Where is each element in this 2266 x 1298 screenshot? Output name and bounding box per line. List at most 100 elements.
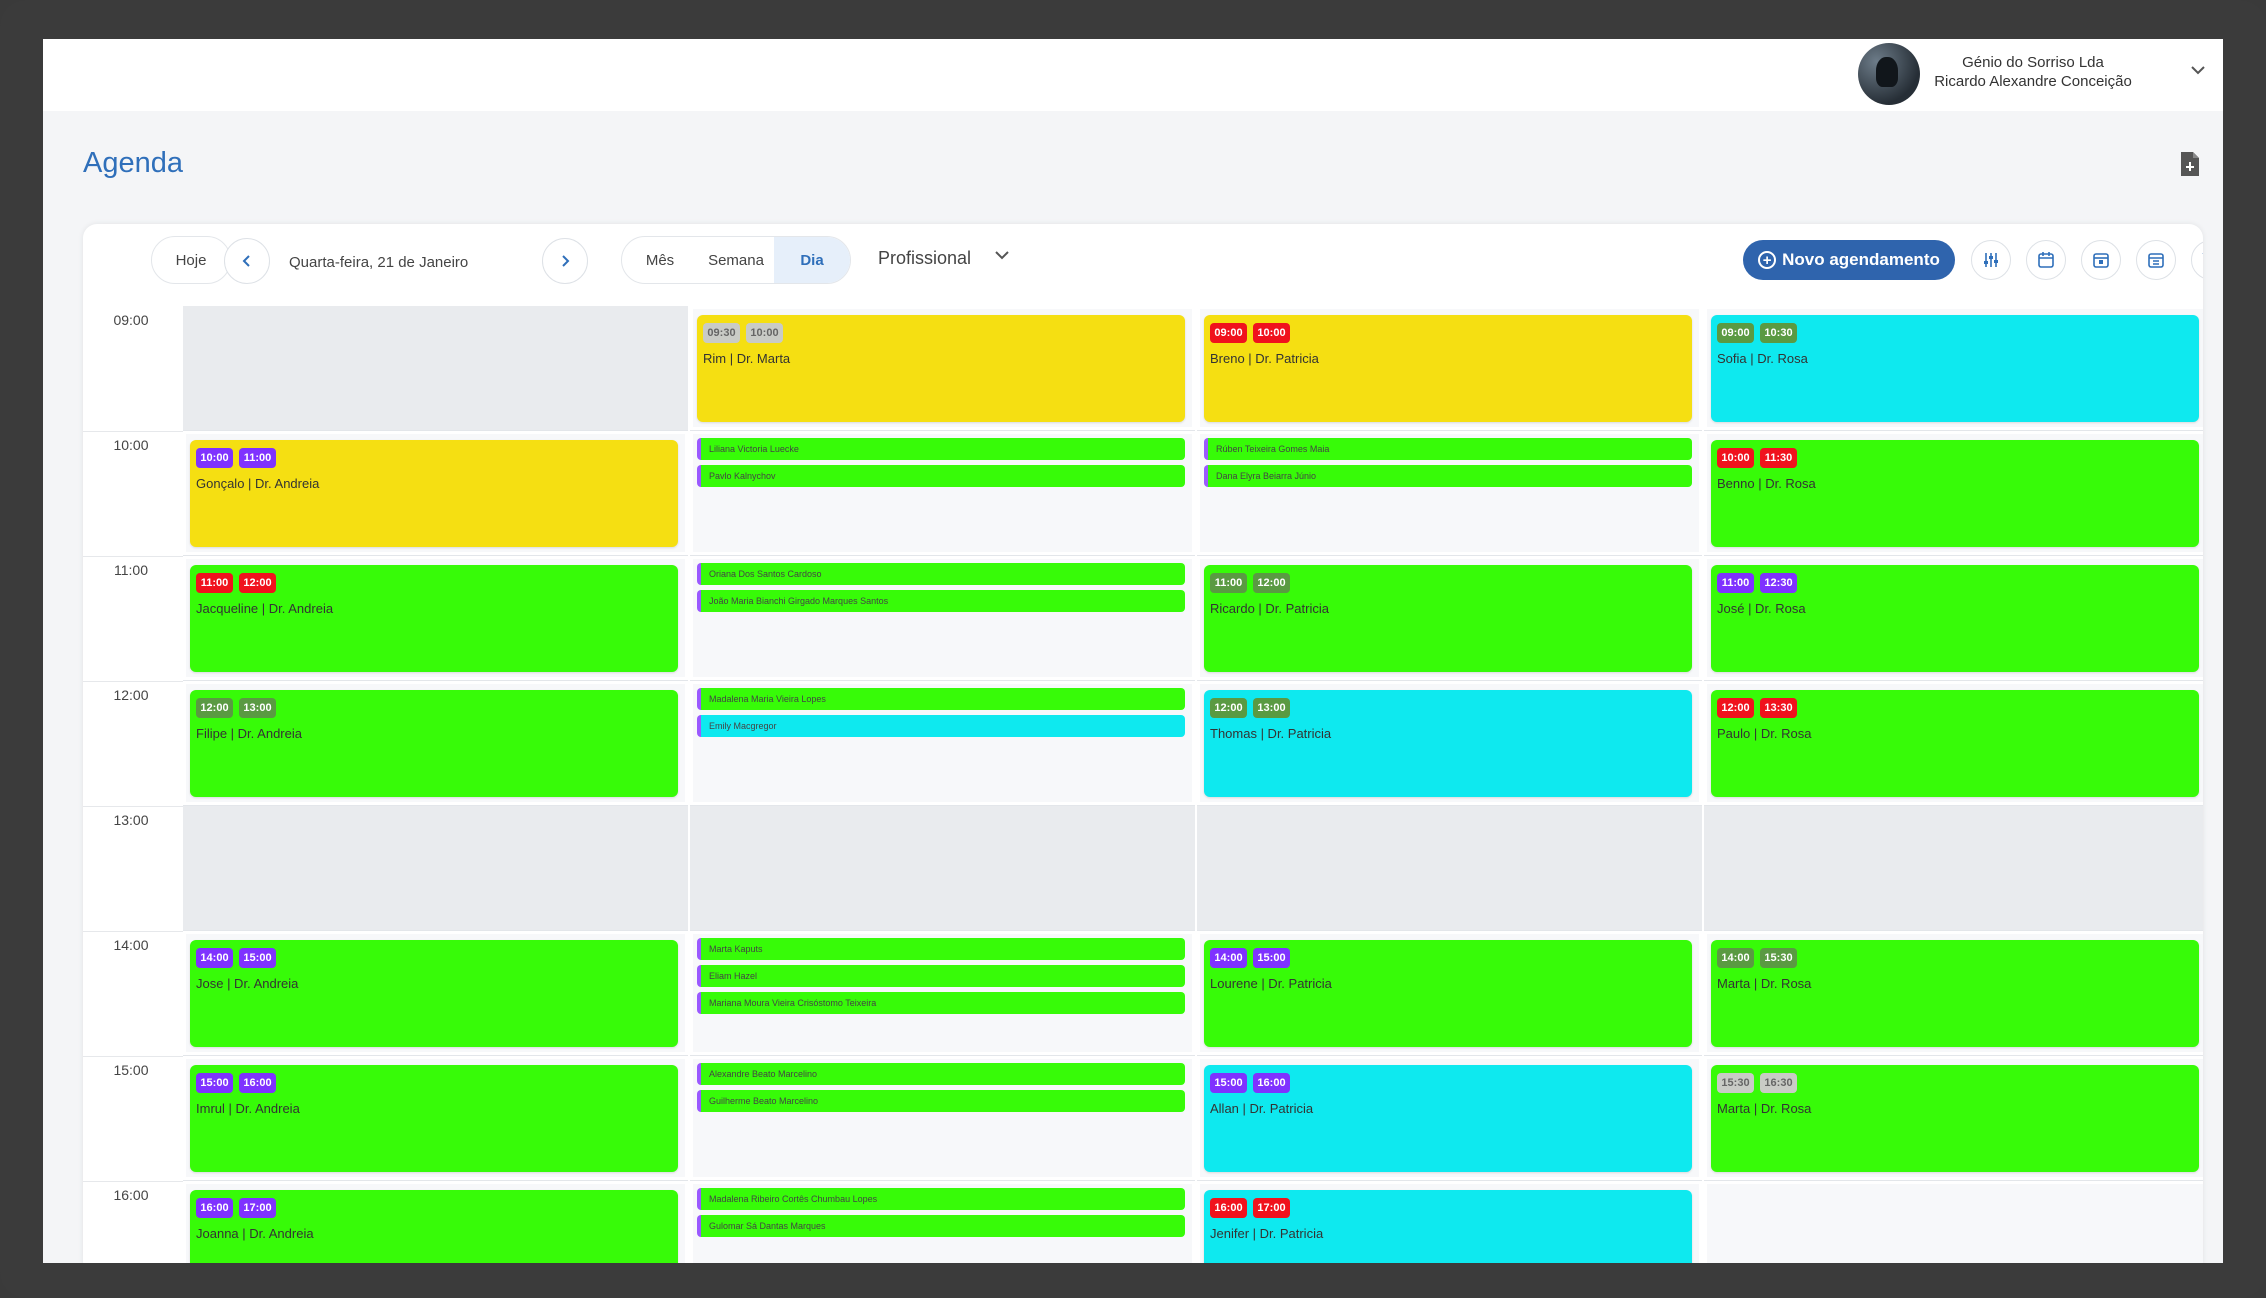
settings-sliders-button[interactable] (1971, 240, 2011, 280)
today-button[interactable]: Hoje (151, 236, 231, 284)
next-day-button[interactable] (542, 238, 588, 284)
appointment-mini-item[interactable]: João Maria Bianchi Girgado Marques Santo… (697, 590, 1185, 612)
appointment-mini-item[interactable]: Madalena Maria Vieira Lopes (697, 688, 1185, 710)
appointment-card[interactable]: 16:00 17:00 Joanna | Dr. Andreia (190, 1190, 678, 1263)
time-slot[interactable]: 11:00 12:30 José | Dr. Rosa (1704, 556, 2203, 681)
time-slot[interactable]: 09:00 10:30 Sofia | Dr. Rosa (1704, 306, 2203, 431)
appointment-card[interactable]: 11:00 12:00 Jacqueline | Dr. Andreia (190, 565, 678, 672)
time-slot[interactable]: 16:00 17:00 Jenifer | Dr. Patricia (1197, 1181, 1702, 1263)
time-slot[interactable]: 14:00 15:30 Marta | Dr. Rosa (1704, 931, 2203, 1056)
time-slot[interactable] (1704, 1181, 2203, 1263)
avatar[interactable] (1858, 43, 1920, 105)
appointment-card[interactable]: 12:00 13:00 Filipe | Dr. Andreia (190, 690, 678, 797)
appointment-mini-item[interactable]: Emily Macgregor (697, 715, 1185, 737)
time-slot[interactable]: Oriana Dos Santos Cardoso João Maria Bian… (690, 556, 1195, 681)
start-time-badge: 12:00 (1210, 698, 1247, 718)
end-time-badge: 10:00 (1253, 323, 1290, 343)
time-slot[interactable]: 15:30 16:30 Marta | Dr. Rosa (1704, 1056, 2203, 1181)
chevron-down-icon[interactable] (993, 246, 1011, 264)
time-slot[interactable] (183, 306, 688, 431)
chevron-down-icon[interactable] (2189, 61, 2207, 79)
time-slot[interactable]: 15:00 16:00 Imrul | Dr. Andreia (183, 1056, 688, 1181)
appointment-mini-item[interactable]: Gulomar Sá Dantas Marques (697, 1215, 1185, 1237)
appointment-card[interactable]: 15:00 16:00 Imrul | Dr. Andreia (190, 1065, 678, 1172)
start-time-badge: 14:00 (196, 948, 233, 968)
appointment-card[interactable]: 14:00 15:00 Lourene | Dr. Patricia (1204, 940, 1692, 1047)
view-day-button[interactable]: Dia (774, 237, 850, 283)
appointment-card[interactable]: 09:00 10:30 Sofia | Dr. Rosa (1711, 315, 2199, 422)
calendar-view-button-2[interactable] (2081, 240, 2121, 280)
end-time-badge: 16:00 (1253, 1073, 1290, 1093)
appointment-card[interactable]: 10:00 11:00 Gonçalo | Dr. Andreia (190, 440, 678, 547)
hour-divider (83, 431, 183, 432)
calendar-toolbar: Hoje Quarta-feira, 21 de Janeiro Mês Sem… (83, 224, 2203, 306)
calendar-view-button-3[interactable] (2136, 240, 2176, 280)
time-slot[interactable]: 14:00 15:00 Lourene | Dr. Patricia (1197, 931, 1702, 1056)
view-week-button[interactable]: Semana (708, 251, 764, 269)
time-slot[interactable]: 16:00 17:00 Joanna | Dr. Andreia (183, 1181, 688, 1263)
appointment-card[interactable]: 11:00 12:30 José | Dr. Rosa (1711, 565, 2199, 672)
time-slot[interactable]: 12:00 13:00 Filipe | Dr. Andreia (183, 681, 688, 806)
appointment-card[interactable]: 16:00 17:00 Jenifer | Dr. Patricia (1204, 1190, 1692, 1263)
calendar-view-button-1[interactable] (2026, 240, 2066, 280)
appointment-patient: Sofia | Dr. Rosa (1717, 351, 1808, 366)
appointment-patient: Benno | Dr. Rosa (1717, 476, 1816, 491)
appointment-card[interactable]: 14:00 15:00 Jose | Dr. Andreia (190, 940, 678, 1047)
appointment-mini-item[interactable]: Madalena Ribeiro Cortês Chumbau Lopes (697, 1188, 1185, 1210)
appointment-card[interactable]: 09:30 10:00 Rim | Dr. Marta (697, 315, 1185, 422)
time-slot[interactable]: 12:00 13:00 Thomas | Dr. Patricia (1197, 681, 1702, 806)
user-menu[interactable]: Génio do Sorriso Lda Ricardo Alexandre C… (1933, 53, 2133, 91)
time-slot[interactable]: Marta Kaputs Eliam Hazel Mariana Moura Vie… (690, 931, 1195, 1056)
end-time-badge: 17:00 (239, 1198, 276, 1218)
appointment-mini-item[interactable]: Alexandre Beato Marcelino (697, 1063, 1185, 1085)
time-slot[interactable] (1197, 806, 1702, 931)
time-slot[interactable]: 09:30 10:00 Rim | Dr. Marta (690, 306, 1195, 431)
appointment-card[interactable]: 10:00 11:30 Benno | Dr. Rosa (1711, 440, 2199, 547)
view-month-button[interactable]: Mês (645, 251, 675, 269)
time-slot[interactable]: Alexandre Beato Marcelino Guilherme Beato… (690, 1056, 1195, 1181)
appointment-mini-item[interactable]: Pavlo Kalnychov (697, 465, 1185, 487)
time-slot[interactable]: 11:00 12:00 Ricardo | Dr. Patricia (1197, 556, 1702, 681)
time-slot[interactable]: 14:00 15:00 Jose | Dr. Andreia (183, 931, 688, 1056)
time-slot[interactable] (1704, 806, 2203, 931)
time-slot[interactable]: 12:00 13:30 Paulo | Dr. Rosa (1704, 681, 2203, 806)
start-time-badge: 11:00 (196, 573, 233, 593)
appointment-card[interactable]: 15:30 16:30 Marta | Dr. Rosa (1711, 1065, 2199, 1172)
appointment-card[interactable]: 14:00 15:30 Marta | Dr. Rosa (1711, 940, 2199, 1047)
appointment-patient: Marta | Dr. Rosa (1717, 1101, 1812, 1116)
time-badges: 15:00 16:00 (196, 1073, 276, 1093)
time-slot[interactable]: 10:00 11:30 Benno | Dr. Rosa (1704, 431, 2203, 556)
professional-filter[interactable]: Profissional (878, 248, 972, 268)
filter-button[interactable] (2191, 240, 2203, 280)
appointment-mini-item[interactable]: Eliam Hazel (697, 965, 1185, 987)
time-slot[interactable]: Madalena Ribeiro Cortês Chumbau Lopes Gul… (690, 1181, 1195, 1263)
calendar-grid-icon (2148, 253, 2164, 268)
appointment-mini-item[interactable]: Mariana Moura Vieira Crisóstomo Teixeira (697, 992, 1185, 1014)
time-slot[interactable]: 10:00 11:00 Gonçalo | Dr. Andreia (183, 431, 688, 556)
appointment-card[interactable]: 12:00 13:30 Paulo | Dr. Rosa (1711, 690, 2199, 797)
time-slot[interactable]: 11:00 12:00 Jacqueline | Dr. Andreia (183, 556, 688, 681)
appointment-card[interactable]: 11:00 12:00 Ricardo | Dr. Patricia (1204, 565, 1692, 672)
appointment-patient: Allan | Dr. Patricia (1210, 1101, 1314, 1116)
appointment-card[interactable]: 12:00 13:00 Thomas | Dr. Patricia (1204, 690, 1692, 797)
appointment-card[interactable]: 09:00 10:00 Breno | Dr. Patricia (1204, 315, 1692, 422)
new-appointment-button[interactable]: + Novo agendamento (1743, 240, 1955, 280)
appointment-mini-item[interactable]: Liliana Victoria Luecke (697, 438, 1185, 460)
appointment-card[interactable]: 15:00 16:00 Allan | Dr. Patricia (1204, 1065, 1692, 1172)
time-slot[interactable]: Madalena Maria Vieira Lopes Emily Macgreg… (690, 681, 1195, 806)
previous-day-button[interactable] (224, 238, 270, 284)
time-slot[interactable] (690, 806, 1195, 931)
export-document-icon[interactable] (2179, 151, 2201, 177)
appointment-mini-item[interactable]: Dana Elyra Beiarra Júnio (1204, 465, 1692, 487)
time-slot[interactable]: 15:00 16:00 Allan | Dr. Patricia (1197, 1056, 1702, 1181)
appointment-mini-item[interactable]: Guilherme Beato Marcelino (697, 1090, 1185, 1112)
current-date: Quarta-feira, 21 de Janeiro (289, 254, 469, 271)
appointment-mini-item[interactable]: Oriana Dos Santos Cardoso (697, 563, 1185, 585)
appointment-mini-item[interactable]: Marta Kaputs (697, 938, 1185, 960)
time-slot[interactable]: Liliana Victoria Luecke Pavlo Kalnychov (690, 431, 1195, 556)
start-time-badge: 09:30 (703, 323, 740, 343)
time-slot[interactable]: 09:00 10:00 Breno | Dr. Patricia (1197, 306, 1702, 431)
time-slot[interactable] (183, 806, 688, 931)
time-slot[interactable]: Rúben Teixeira Gomes Maia Dana Elyra Beia… (1197, 431, 1702, 556)
appointment-mini-item[interactable]: Rúben Teixeira Gomes Maia (1204, 438, 1692, 460)
